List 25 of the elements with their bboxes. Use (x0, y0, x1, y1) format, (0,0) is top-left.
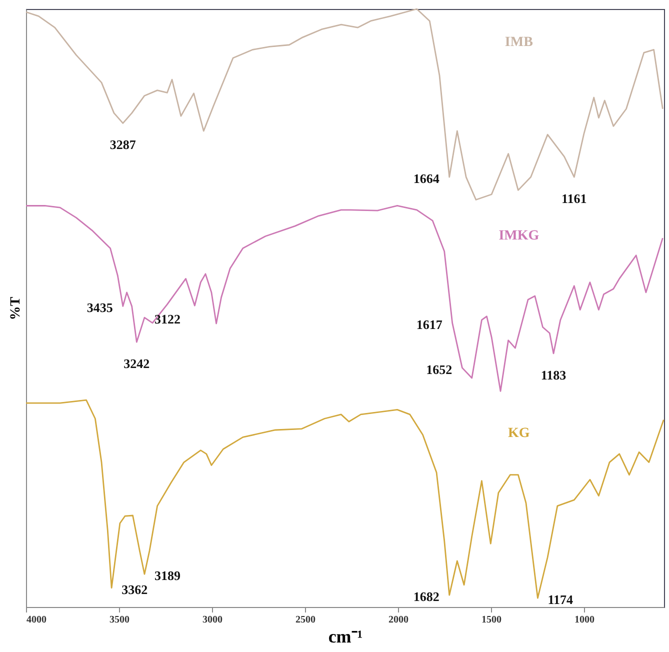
x-tick-label: 2000 (388, 614, 409, 626)
y-axis-title: %T (8, 296, 24, 320)
x-axis-title: cm⁻¹ (328, 626, 363, 646)
annotation: 3362 (122, 582, 148, 597)
annotation: 1161 (562, 191, 587, 206)
annotation: 3287 (110, 137, 136, 152)
annotation: 1682 (413, 589, 440, 604)
x-tick-label: 3500 (110, 614, 130, 626)
x-tick-label: 1500 (482, 614, 502, 626)
annotation: 3189 (154, 568, 181, 584)
annotation: 3242 (124, 356, 150, 372)
annotation: 1174 (548, 592, 574, 608)
annotation: 1664 (413, 171, 440, 186)
annotation: 1652 (426, 362, 452, 377)
x-tick-label: 3000 (202, 614, 223, 626)
x-tick-label: 2500 (296, 614, 316, 626)
text: KG (508, 426, 530, 442)
annotation: 1183 (540, 367, 567, 382)
text: IMKG (498, 228, 540, 244)
annotation: 1617 (416, 316, 443, 332)
x-tick-label: 1000 (574, 614, 595, 626)
text: IMB (504, 34, 533, 50)
annotation: 3435 (86, 300, 114, 316)
annotation: 3122 (154, 312, 180, 327)
x-tick-label: 4000 (26, 614, 46, 626)
